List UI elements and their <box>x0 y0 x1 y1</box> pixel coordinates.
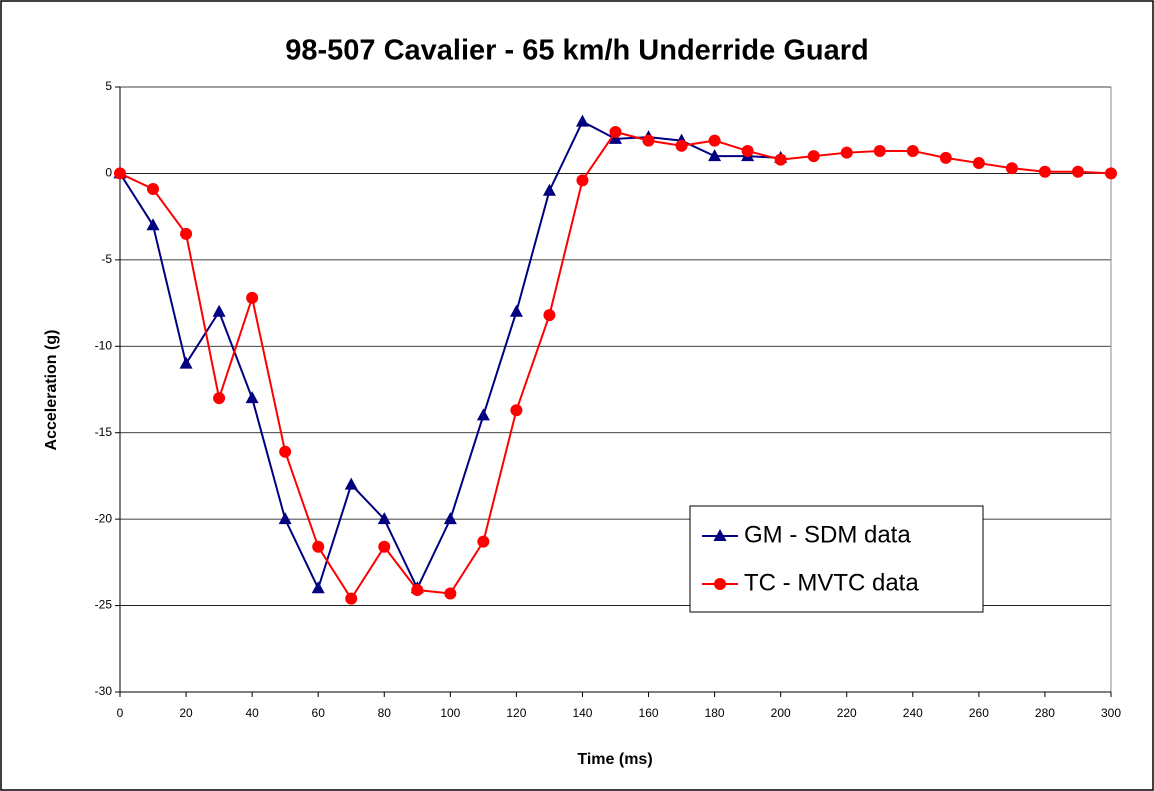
data-point <box>741 144 754 157</box>
data-point <box>939 151 952 164</box>
data-point <box>873 144 886 157</box>
legend-box <box>689 505 984 613</box>
data-point <box>344 477 358 490</box>
data-point <box>807 150 820 163</box>
data-point <box>840 146 853 159</box>
data-point <box>906 144 919 157</box>
data-point <box>444 587 457 600</box>
data-point <box>510 404 523 417</box>
data-point <box>642 134 655 147</box>
y-tick-label: -10 <box>95 338 113 352</box>
data-point <box>1071 165 1084 178</box>
data-point <box>212 304 226 317</box>
data-point <box>675 139 688 152</box>
data-point <box>278 512 292 525</box>
data-point <box>575 114 589 127</box>
data-point <box>147 182 160 195</box>
x-tick-label: 20 <box>179 706 193 720</box>
data-point <box>1105 167 1117 180</box>
x-tick-label: 60 <box>312 706 326 720</box>
x-tick-label: 160 <box>639 706 659 720</box>
data-point <box>246 291 259 304</box>
data-point <box>972 157 985 170</box>
x-tick-label: 0 <box>117 706 124 720</box>
x-tick-label: 120 <box>506 706 526 720</box>
data-point <box>311 581 325 594</box>
x-axis-label: Time (ms) <box>577 751 652 768</box>
data-point <box>411 584 424 597</box>
data-point <box>378 540 391 553</box>
x-tick-label: 140 <box>572 706 592 720</box>
x-tick-label: 260 <box>969 706 989 720</box>
data-point <box>477 535 490 548</box>
y-tick-label: 0 <box>105 166 112 180</box>
y-tick-label: 5 <box>105 79 112 93</box>
data-point <box>279 445 292 458</box>
data-point <box>1038 165 1051 178</box>
data-point <box>543 309 556 322</box>
data-point <box>509 304 523 317</box>
data-point <box>345 592 358 605</box>
x-tick-label: 280 <box>1035 706 1055 720</box>
data-point <box>245 391 259 404</box>
data-point <box>179 356 193 369</box>
data-point <box>146 218 160 231</box>
x-tick-label: 240 <box>903 706 923 720</box>
data-point <box>542 183 556 196</box>
data-point <box>443 512 457 525</box>
data-point <box>114 167 126 180</box>
x-tick-label: 40 <box>245 706 259 720</box>
x-tick-label: 300 <box>1101 706 1121 720</box>
x-tick-label: 200 <box>771 706 791 720</box>
data-point <box>708 149 722 162</box>
data-point <box>377 512 391 525</box>
legend-label: TC - MVTC data <box>744 569 919 596</box>
x-tick-label: 220 <box>837 706 857 720</box>
data-point <box>213 392 226 405</box>
y-tick-label: -5 <box>101 252 112 266</box>
legend-marker <box>714 578 726 590</box>
chart-title: 98-507 Cavalier - 65 km/h Underride Guar… <box>285 35 868 67</box>
y-tick-label: -20 <box>95 511 113 525</box>
y-tick-label: -15 <box>95 425 113 439</box>
y-tick-label: -25 <box>95 598 113 612</box>
data-point <box>774 153 787 166</box>
legend-marker <box>713 529 727 541</box>
data-point <box>576 174 589 187</box>
data-point <box>476 408 490 421</box>
data-point <box>708 134 721 147</box>
y-tick-label: -30 <box>95 684 113 698</box>
x-tick-label: 180 <box>705 706 725 720</box>
data-point <box>1005 162 1018 175</box>
data-point <box>180 227 193 240</box>
x-tick-label: 80 <box>378 706 392 720</box>
data-point <box>609 125 622 138</box>
x-tick-label: 100 <box>440 706 460 720</box>
data-point <box>312 540 325 553</box>
legend-label: GM - SDM data <box>744 521 911 548</box>
y-axis-label: Acceleration (g) <box>43 330 60 451</box>
